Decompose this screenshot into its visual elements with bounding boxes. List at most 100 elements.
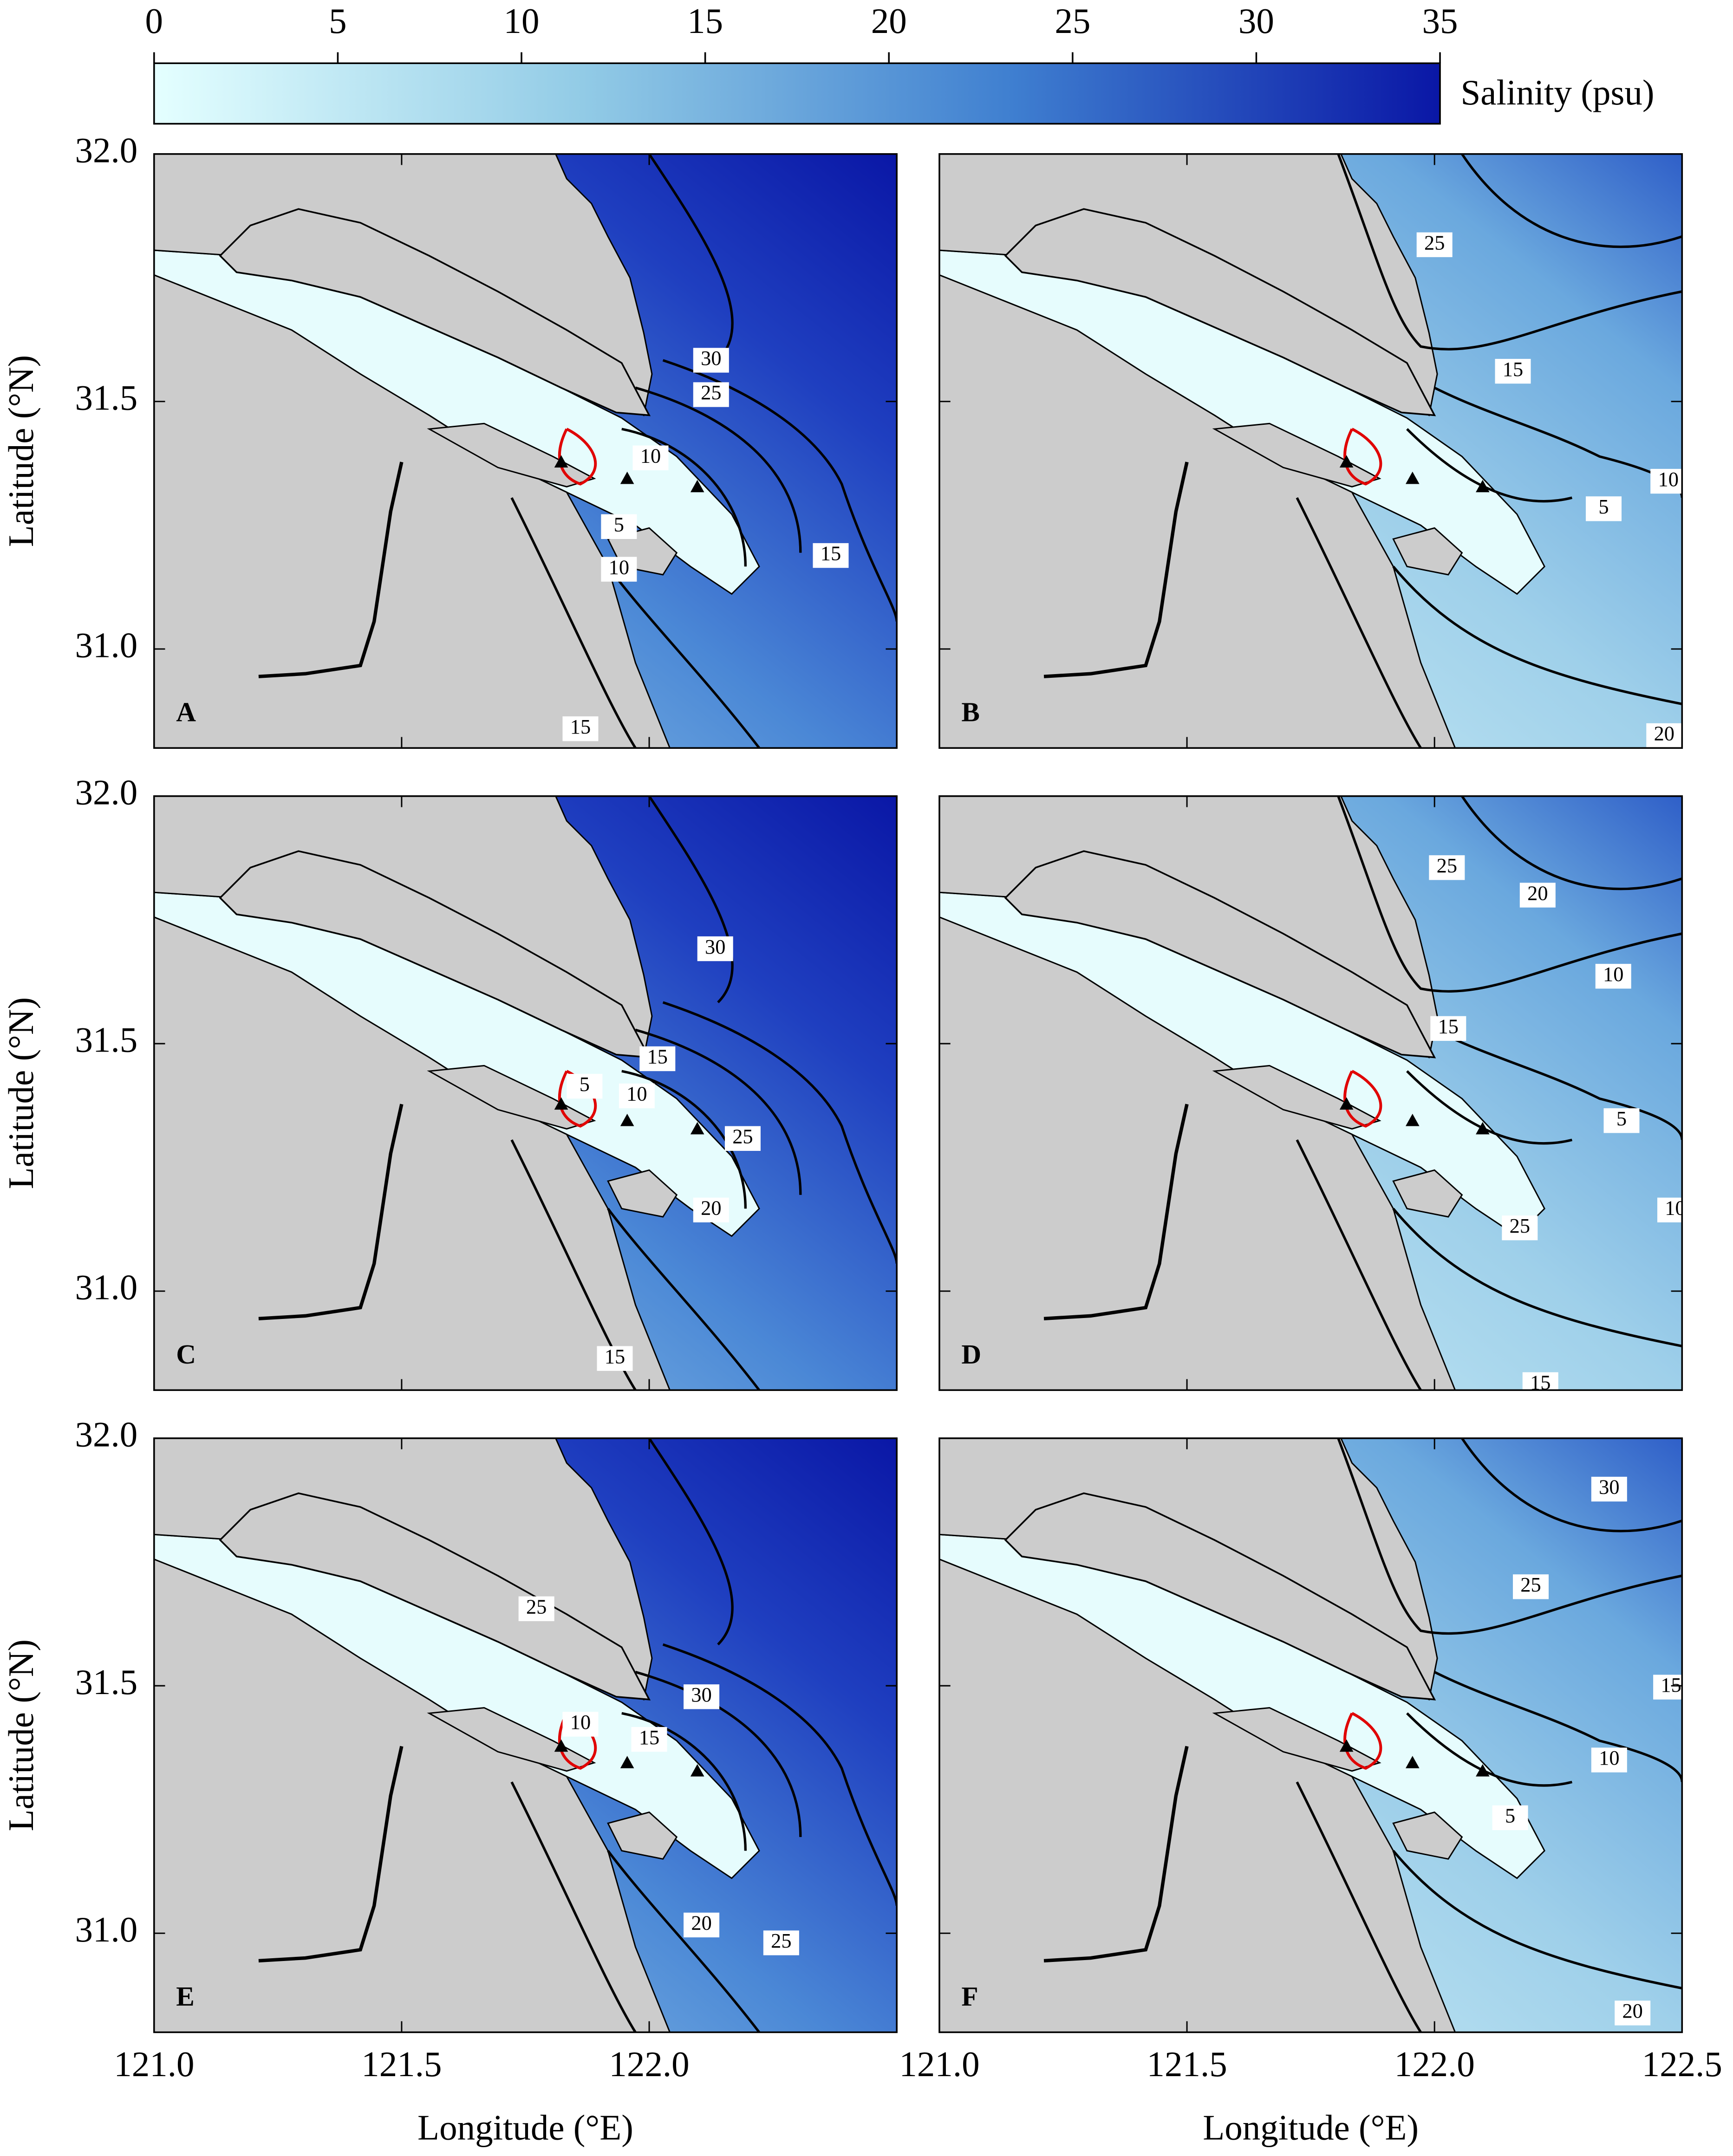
panel-frame — [153, 153, 898, 749]
contour-line — [662, 1643, 897, 1906]
contour-line — [1406, 428, 1573, 503]
land — [154, 916, 671, 1390]
map-panel: 25 15 10 5 20 B — [938, 153, 1683, 749]
contour-line — [1406, 1712, 1573, 1787]
contour-line — [662, 1001, 897, 1264]
contour-label-box — [1591, 1747, 1627, 1773]
river — [1043, 1746, 1189, 1963]
colorbar-tick-label: 25 — [1055, 1, 1090, 41]
y-tick-label: 31.0 — [75, 1267, 138, 1307]
contour-line — [510, 1781, 637, 2033]
x-tick-label: 122.0 — [1394, 2044, 1475, 2084]
island — [1004, 850, 1436, 1059]
contour-label-box — [1646, 723, 1682, 748]
shoal — [607, 1169, 678, 1218]
contour-label: 5 — [1598, 495, 1609, 518]
y-tick-label: 31.0 — [75, 1909, 138, 1949]
contour-line — [1461, 154, 1682, 248]
y-tick-label: 31.5 — [75, 1020, 138, 1060]
river — [258, 461, 404, 678]
contour-label: 5 — [1505, 1804, 1515, 1827]
contour-label-box — [562, 716, 599, 741]
contour-label: 25 — [771, 1929, 791, 1952]
station-marker — [620, 471, 634, 484]
contour-line — [1296, 1781, 1422, 2033]
contour-label-box — [1585, 496, 1622, 521]
contour-label: 25 — [1437, 854, 1457, 877]
contour-label-box — [1502, 1215, 1538, 1240]
contour-line — [1392, 565, 1682, 706]
x-tick-label: 121.0 — [114, 2044, 194, 2084]
station-marker — [620, 1114, 634, 1126]
contour-label-box — [1492, 1805, 1528, 1831]
contour-label-box — [1591, 1476, 1627, 1502]
contour-label-box — [684, 1912, 720, 1938]
shoal — [1212, 1065, 1381, 1130]
station-marker — [1406, 1114, 1420, 1126]
contour-label-box — [763, 1930, 799, 1955]
contour-label-box — [693, 348, 729, 373]
contour-label: 10 — [1603, 962, 1623, 986]
colorbar-tick-label: 20 — [871, 1, 907, 41]
contour-label-box — [601, 514, 637, 539]
contour-label-box — [1522, 1372, 1558, 1390]
contour-line — [1337, 796, 1682, 993]
colorbar-tick-label: 30 — [1238, 1, 1274, 41]
station-marker — [1339, 455, 1354, 468]
contour-label: 10 — [1665, 1196, 1685, 1220]
shoal — [607, 1811, 678, 1860]
contour-label: 10 — [1658, 468, 1678, 491]
x-tick-label: 121.0 — [899, 2044, 979, 2084]
contour-label-box — [1416, 232, 1453, 257]
river — [258, 1746, 404, 1963]
contour-label-box — [597, 1346, 633, 1371]
station-marker — [1406, 471, 1420, 484]
station-marker — [1476, 1764, 1490, 1777]
contour-label: 25 — [1424, 231, 1445, 254]
map-panel: 30 25 10 5 15 10 15 A 31.0 31.5 32.0 — [75, 130, 898, 749]
contour-label: 5 — [1616, 1107, 1627, 1130]
contour-line — [648, 796, 734, 1003]
contour-line — [607, 1850, 761, 2033]
contour-label-box — [1650, 468, 1682, 494]
colorbar-tick-label: 0 — [145, 1, 163, 41]
contour-label-box — [693, 1197, 729, 1222]
y-axis-label: Latitude (°N) — [1, 355, 41, 547]
shoal — [427, 1707, 596, 1772]
island — [1004, 1492, 1436, 1701]
contour-line — [635, 386, 802, 553]
station-marker — [554, 1097, 568, 1110]
contour-label: 25 — [1520, 1573, 1541, 1596]
station-marker — [1339, 1739, 1354, 1752]
y-tick-label: 31.5 — [75, 1662, 138, 1702]
contour-label: 15 — [1661, 1673, 1681, 1696]
y-tick-label: 32.0 — [75, 773, 138, 812]
map: 25 15 10 5 20 — [939, 154, 1682, 748]
contour-label-box — [601, 557, 637, 582]
contour-line — [1392, 1208, 1682, 1348]
land — [939, 274, 1456, 748]
map-panel: 25 20 10 15 5 10 25 15 D — [938, 795, 1685, 1391]
island — [1004, 208, 1436, 416]
contour-line — [648, 154, 734, 361]
panel-frame — [938, 153, 1683, 749]
panel-label: A — [176, 697, 196, 727]
panel-frame — [153, 1437, 898, 2033]
y-axis-label: Latitude (°N) — [1, 997, 41, 1189]
contour-label-box — [813, 543, 849, 568]
contour-line — [1296, 1139, 1422, 1390]
contour-label-box — [693, 382, 729, 407]
contour-label: 25 — [526, 1595, 547, 1618]
contour-label-box — [1430, 1016, 1466, 1041]
x-tick-label: 122.5 — [1642, 2044, 1722, 2084]
contour-line — [1392, 1850, 1682, 1990]
contour-label-box — [518, 1596, 554, 1621]
colorbar-tick-label: 35 — [1422, 1, 1458, 41]
station-marker — [554, 455, 568, 468]
contour-line — [1434, 1028, 1682, 1140]
y-tick-label: 31.0 — [75, 625, 138, 665]
contour-line — [1461, 796, 1682, 890]
panel-label: D — [961, 1339, 981, 1370]
map: 30 15 5 10 25 20 15 — [154, 796, 897, 1390]
station-marker — [690, 1764, 704, 1777]
